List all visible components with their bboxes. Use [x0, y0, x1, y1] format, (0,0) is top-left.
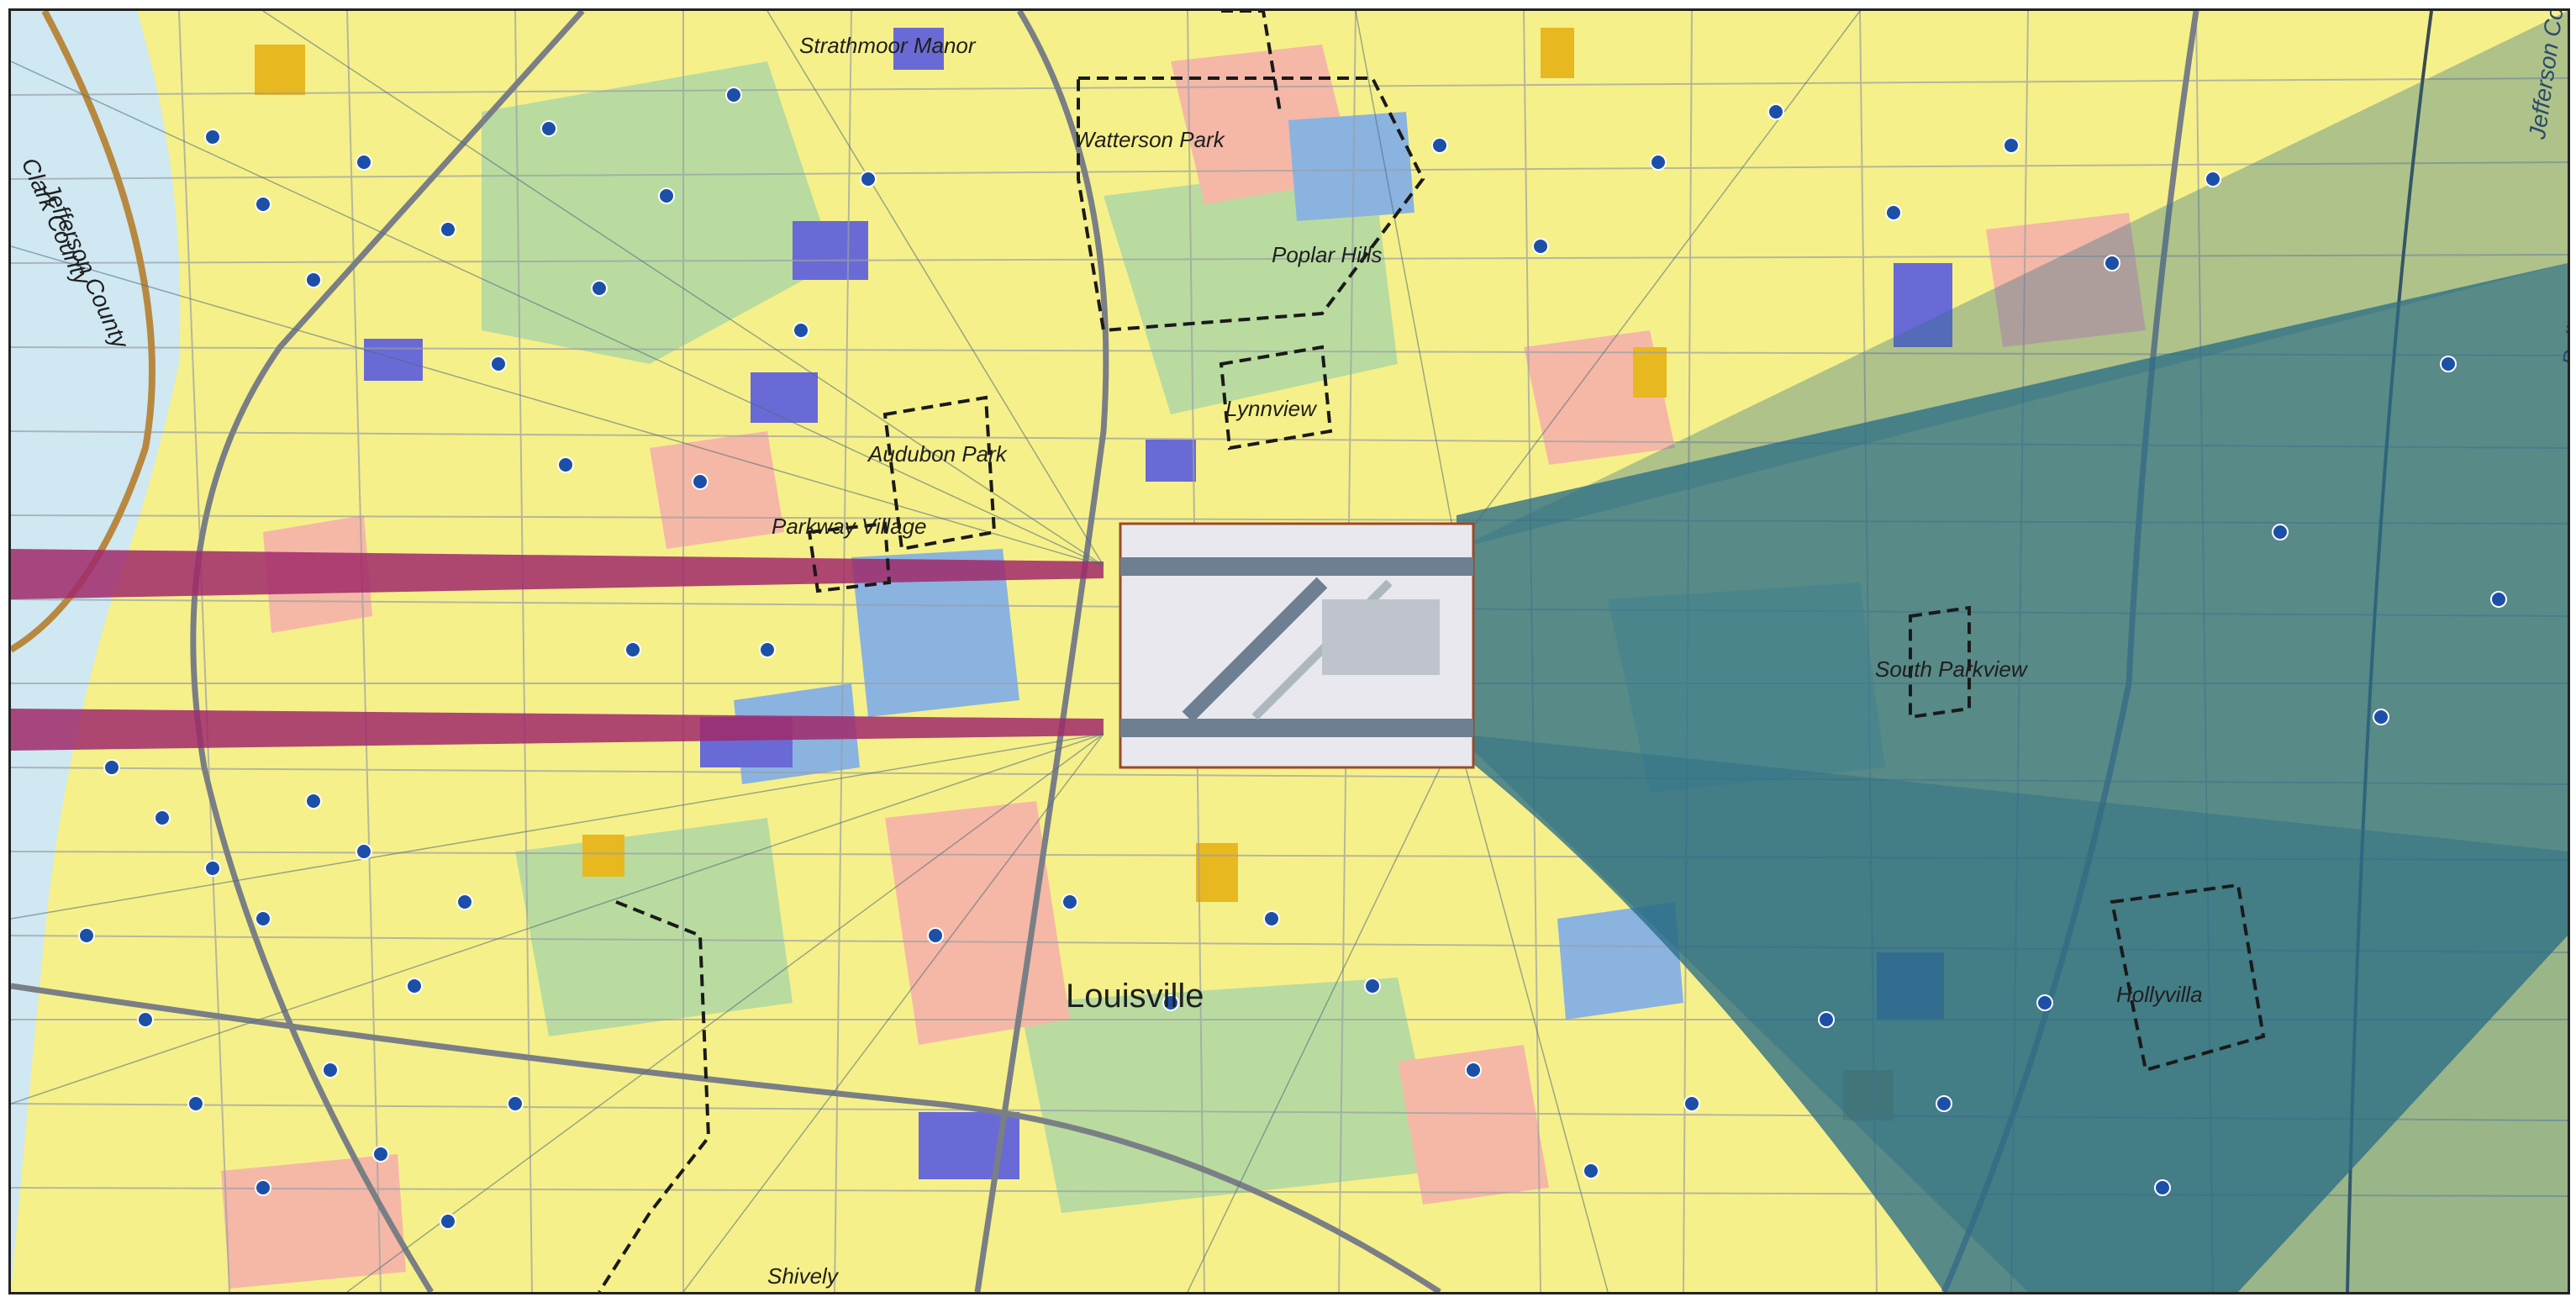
- airport: [1119, 522, 1475, 769]
- place-label-poplar-hills: Poplar Hills: [1272, 242, 1383, 267]
- place-label-strathmoor-manor: Strathmoor Manor: [799, 33, 976, 58]
- place-label-watterson-park: Watterson Park: [1074, 127, 1225, 152]
- flight-track-lines: [11, 11, 1861, 1292]
- place-label-louisville: Louisville: [1066, 978, 1204, 1015]
- departure-tracks: [1457, 11, 2568, 1292]
- place-label-parkway-village: Parkway Village: [772, 514, 927, 539]
- place-label-south-parkview: South Parkview: [1875, 656, 2027, 682]
- place-label-shively: Shively: [767, 1263, 838, 1289]
- place-label-lynnview: Lynnview: [1225, 396, 1316, 421]
- ohio-river: [11, 11, 181, 1292]
- arrival-tracks-west: [11, 549, 1104, 751]
- city-boundaries: [598, 11, 2266, 1292]
- school-icons: [78, 87, 2507, 1230]
- county-line-west: [11, 11, 155, 653]
- place-label-hollyvilla: Hollyvilla: [2116, 982, 2203, 1007]
- land-use-map: [11, 11, 2568, 1292]
- map-frame: Strathmoor Manor Watterson Park Poplar H…: [8, 8, 2570, 1294]
- place-label-audubon-park: Audubon Park: [868, 441, 1007, 467]
